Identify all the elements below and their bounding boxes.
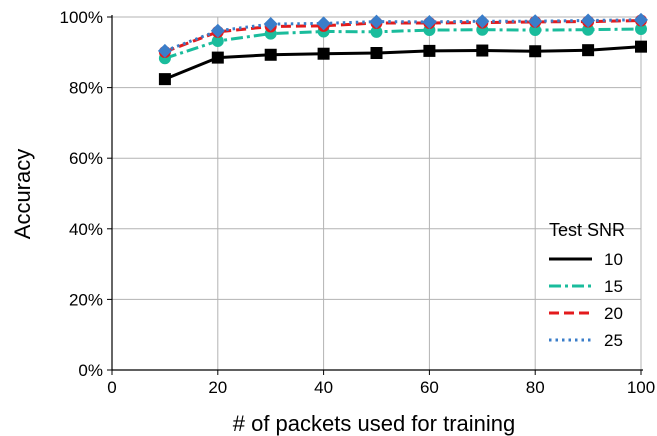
data-point-10 bbox=[370, 47, 383, 60]
series-line-10 bbox=[164, 45, 642, 81]
data-point-10 bbox=[476, 44, 489, 57]
axes bbox=[107, 15, 643, 375]
legend-label-25: 25 bbox=[604, 331, 623, 350]
x-axis-label: # of packets used for training bbox=[233, 411, 516, 436]
data-point-25 bbox=[369, 14, 384, 29]
x-tick-labels: 0 20 40 60 80 100 bbox=[107, 378, 655, 397]
data-point-10 bbox=[317, 47, 330, 60]
y-tick-labels: 0% 20% 40% 60% 80% 100% bbox=[60, 8, 103, 380]
data-point-15 bbox=[635, 23, 647, 36]
data-point-25 bbox=[634, 12, 648, 27]
x-tick-label: 0 bbox=[107, 378, 116, 397]
x-tick-label: 80 bbox=[526, 378, 545, 397]
y-tick-label: 80% bbox=[69, 79, 103, 98]
legend-items: 10 15 20 25 bbox=[549, 250, 623, 350]
data-point-10 bbox=[158, 73, 171, 86]
data-point-25 bbox=[528, 14, 543, 29]
y-axis-label: Accuracy bbox=[10, 149, 35, 239]
x-tick-label: 40 bbox=[314, 378, 333, 397]
series-line-25 bbox=[164, 18, 642, 53]
y-tick-label: 60% bbox=[69, 149, 103, 168]
data-point-10 bbox=[423, 44, 436, 57]
data-point-15 bbox=[370, 25, 383, 38]
data-point-10 bbox=[264, 48, 277, 61]
data-point-25 bbox=[210, 23, 225, 38]
data-point-15 bbox=[211, 35, 224, 48]
data-point-10 bbox=[582, 44, 595, 57]
data-point-25 bbox=[581, 13, 596, 28]
series-10 bbox=[158, 40, 647, 86]
legend: Test SNR 10 15 20 25 bbox=[549, 220, 625, 350]
x-tick-label: 60 bbox=[420, 378, 439, 397]
series-line-15 bbox=[164, 27, 642, 60]
data-point-25 bbox=[157, 43, 172, 58]
x-tick-label: 100 bbox=[627, 378, 655, 397]
legend-label-20: 20 bbox=[604, 304, 623, 323]
data-point-10 bbox=[635, 40, 647, 53]
data-point-25 bbox=[475, 14, 490, 29]
data-point-25 bbox=[422, 14, 437, 29]
data-series bbox=[157, 12, 648, 86]
legend-label-15: 15 bbox=[604, 277, 623, 296]
legend-title: Test SNR bbox=[549, 220, 625, 240]
data-point-25 bbox=[263, 17, 278, 32]
data-point-25 bbox=[316, 16, 331, 31]
y-tick-label: 40% bbox=[69, 220, 103, 239]
series-25 bbox=[157, 12, 648, 58]
y-tick-label: 100% bbox=[60, 8, 103, 27]
series-line-20 bbox=[164, 19, 642, 54]
data-point-10 bbox=[211, 51, 224, 64]
x-tick-label: 20 bbox=[208, 378, 227, 397]
legend-label-10: 10 bbox=[604, 250, 623, 269]
y-tick-label: 0% bbox=[78, 361, 103, 380]
y-tick-label: 20% bbox=[69, 290, 103, 309]
data-point-10 bbox=[529, 45, 542, 58]
